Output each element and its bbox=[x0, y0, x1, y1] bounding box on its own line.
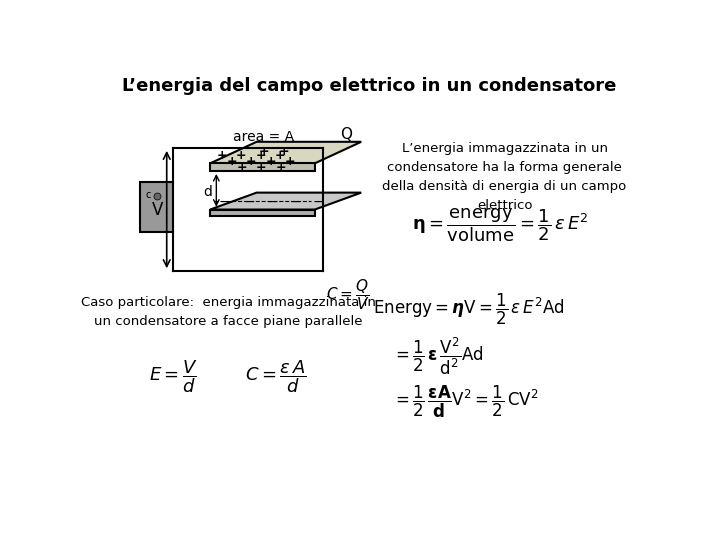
Text: d: d bbox=[203, 185, 212, 199]
Text: $= \dfrac{1}{2}\,\boldsymbol{\varepsilon}\,\dfrac{\mathrm{V}^2}{\mathrm{d}^2}\ma: $= \dfrac{1}{2}\,\boldsymbol{\varepsilon… bbox=[392, 335, 484, 376]
Text: V: V bbox=[152, 200, 163, 219]
Polygon shape bbox=[210, 164, 315, 171]
Text: +: + bbox=[236, 149, 246, 162]
Text: $C = \dfrac{\varepsilon\, A}{d}$: $C = \dfrac{\varepsilon\, A}{d}$ bbox=[246, 359, 307, 395]
Polygon shape bbox=[210, 210, 315, 215]
Text: area = A: area = A bbox=[233, 130, 294, 144]
Text: c: c bbox=[145, 190, 150, 200]
Polygon shape bbox=[210, 193, 361, 210]
Bar bbox=[140, 182, 173, 232]
Text: +: + bbox=[246, 156, 256, 168]
Polygon shape bbox=[210, 142, 361, 164]
Text: $= \dfrac{1}{2}\,\dfrac{\boldsymbol{\varepsilon}\mathbf{A}}{\mathbf{d}}\mathrm{V: $= \dfrac{1}{2}\,\dfrac{\boldsymbol{\var… bbox=[392, 384, 539, 420]
Text: $\mathbf{\eta} = \dfrac{\mathrm{energy}}{\mathrm{volume}} = \dfrac{1}{2}\,\varep: $\mathbf{\eta} = \dfrac{\mathrm{energy}}… bbox=[413, 206, 589, 244]
Text: −: − bbox=[289, 195, 301, 209]
Text: −: − bbox=[220, 195, 231, 209]
Text: +: + bbox=[237, 161, 247, 174]
Text: +: + bbox=[265, 156, 276, 168]
Text: +: + bbox=[256, 161, 266, 174]
Text: +: + bbox=[274, 149, 285, 162]
Text: +: + bbox=[259, 145, 270, 158]
Text: −: − bbox=[243, 195, 255, 209]
Text: −: − bbox=[312, 195, 325, 209]
Text: $C = \dfrac{Q}{V}$: $C = \dfrac{Q}{V}$ bbox=[326, 278, 370, 312]
Text: +: + bbox=[227, 156, 237, 168]
Text: +: + bbox=[284, 156, 295, 168]
Text: L’energia del campo elettrico in un condensatore: L’energia del campo elettrico in un cond… bbox=[122, 77, 616, 96]
Text: −: − bbox=[266, 195, 278, 209]
Text: $E = \dfrac{V}{d}$: $E = \dfrac{V}{d}$ bbox=[149, 359, 198, 395]
Text: +: + bbox=[217, 149, 227, 162]
Text: Caso particolare:  energia immagazzinata in
un condensatore a facce piane parall: Caso particolare: energia immagazzinata … bbox=[81, 296, 375, 328]
Text: Q: Q bbox=[340, 127, 352, 142]
Text: $\mathrm{Energy} = \boldsymbol{\eta}\mathrm{V} = \dfrac{1}{2}\,\varepsilon\, E^2: $\mathrm{Energy} = \boldsymbol{\eta}\mat… bbox=[373, 292, 564, 327]
Text: L’energia immagazzinata in un
condensatore ha la forma generale
della densità di: L’energia immagazzinata in un condensato… bbox=[382, 142, 626, 212]
Text: +: + bbox=[279, 145, 289, 158]
Text: +: + bbox=[275, 161, 286, 174]
Text: +: + bbox=[255, 149, 266, 162]
